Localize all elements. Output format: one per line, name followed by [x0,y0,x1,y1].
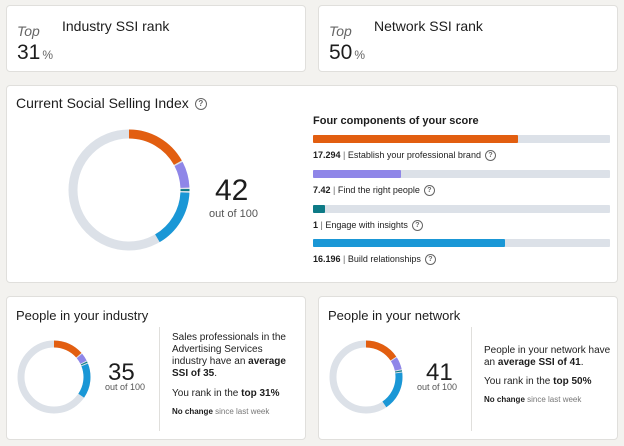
donut-segment [329,340,403,414]
network-rank-bold: top 50% [553,376,592,387]
industry-rank-unit: % [42,48,54,62]
donut-segment [17,340,91,414]
network-rank-unit: % [354,48,366,62]
network-rank-prefix: You rank in the [484,376,554,387]
industry-donut-chart [17,340,91,414]
network-rank-value: 50% [329,41,365,65]
network-people-title: People in your network [328,308,461,323]
industry-people-card: People in your industry 35 out of 100 Sa… [6,296,306,440]
components-title: Four components of your score [313,115,479,127]
industry-rank-prefix: You rank in the [172,388,242,399]
donut-segment [68,129,190,251]
component-separator: | [330,185,338,195]
network-desc-suffix: . [580,357,584,368]
help-circle-icon[interactable]: ? [484,150,496,162]
divider [159,327,160,431]
component-label-brand: 17.294 | Establish your professional bra… [313,150,496,162]
component-bar-people [313,170,610,178]
donut-segment [68,129,190,251]
network-people-card: People in your network 41 out of 100 Peo… [318,296,618,440]
component-label-people: 7.42 | Find the right people? [313,185,435,197]
network-donut-chart [329,340,403,414]
ssi-title-text: Current Social Selling Index [16,95,189,111]
ssi-donut-chart [68,129,190,251]
industry-people-title: People in your industry [16,308,149,323]
industry-change-bold: No change [172,407,213,416]
network-rank-number: 50 [329,41,353,64]
industry-score: 35 [108,359,135,386]
industry-rank-bold: top 31% [241,388,280,399]
network-rank-card: Top Network SSI rank 50% [318,5,618,72]
divider [471,327,472,431]
component-name: Find the right people [337,185,420,195]
help-circle-icon[interactable]: ? [423,185,435,197]
component-separator: | [340,150,348,160]
component-separator: | [340,254,348,264]
component-name: Engage with insights [325,220,408,230]
component-bar-relationships [313,239,610,247]
network-change-line: No change since last week [484,395,581,404]
ssi-score: 42 [215,174,249,207]
component-name: Build relationships [347,254,421,264]
component-value: 16.196 [313,254,341,264]
industry-desc-suffix: . [214,368,218,379]
network-rank-title: Network SSI rank [374,18,483,34]
industry-rank-value: 31% [17,41,53,65]
industry-rank-top-label: Top [17,23,40,39]
industry-change-line: No change since last week [172,407,269,416]
component-bar-fill [313,239,506,247]
ssi-title: Current Social Selling Index? [16,95,207,111]
network-rank-top-label: Top [329,23,352,39]
donut-segment [17,340,91,414]
industry-rank-card: Top Industry SSI rank 31% [6,5,306,72]
industry-rank-line: You rank in the top 31% [172,388,279,399]
component-value: 1 [313,220,319,230]
industry-rank-title: Industry SSI rank [62,18,170,34]
industry-description: Sales professionals in the Advertising S… [172,332,297,380]
component-label-insights: 1 | Engage with insights? [313,220,423,232]
network-change-rest: since last week [524,395,582,404]
industry-change-rest: since last week [212,407,270,416]
component-bar-fill [313,135,519,143]
component-bar-brand [313,135,610,143]
network-desc-bold: average SSI of 41 [497,357,581,368]
industry-out-of: out of 100 [105,382,146,392]
component-bar-fill [313,205,325,213]
component-label-relationships: 16.196 | Build relationships? [313,254,436,266]
industry-desc-bold: average SSI of 35 [172,356,286,379]
ssi-card: Current Social Selling Index? 42 out of … [6,85,618,283]
network-rank-line: You rank in the top 50% [484,376,591,387]
help-circle-icon[interactable]: ? [411,220,423,232]
network-desc-prefix: People in your network have an [484,345,611,368]
network-out-of: out of 100 [417,382,458,392]
component-name: Establish your professional brand [347,150,481,160]
help-circle-icon[interactable]: ? [424,254,436,266]
ssi-out-of: out of 100 [209,208,258,220]
donut-segment [329,340,403,414]
network-description: People in your network have an average S… [484,345,614,369]
component-value: 17.294 [313,150,341,160]
component-bar-insights [313,205,610,213]
help-circle-icon[interactable]: ? [194,98,207,111]
industry-desc-prefix: Sales professionals in the Advertising S… [172,332,286,367]
network-score: 41 [426,359,453,386]
industry-rank-number: 31 [17,41,41,64]
component-bar-fill [313,170,402,178]
network-change-bold: No change [484,395,525,404]
component-separator: | [318,220,326,230]
component-value: 7.42 [313,185,331,195]
